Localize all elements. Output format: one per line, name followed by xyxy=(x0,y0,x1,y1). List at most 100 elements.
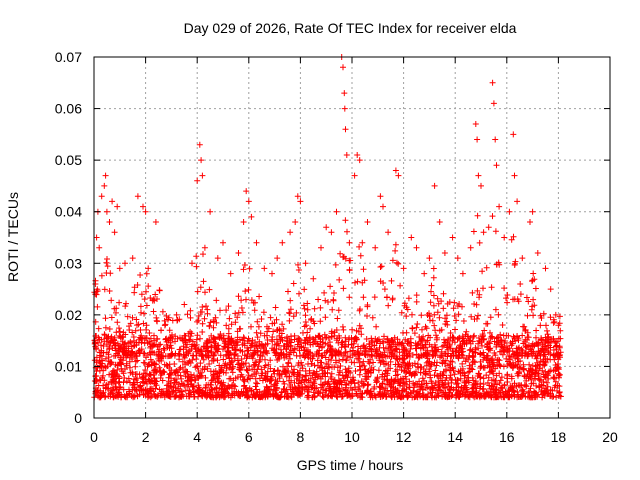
data-point xyxy=(438,352,445,359)
data-point xyxy=(488,377,495,384)
data-point xyxy=(534,352,541,359)
data-point xyxy=(419,336,425,343)
data-point xyxy=(424,312,431,318)
data-point xyxy=(472,349,479,356)
data-point xyxy=(226,364,233,371)
data-point xyxy=(333,337,340,344)
data-point xyxy=(410,387,417,394)
data-point xyxy=(457,392,464,398)
data-point xyxy=(339,356,346,363)
data-point xyxy=(399,383,406,390)
data-point xyxy=(252,383,259,390)
data-point xyxy=(212,379,219,386)
data-point xyxy=(408,342,415,349)
data-point xyxy=(98,272,105,279)
data-point xyxy=(395,260,402,267)
data-point xyxy=(123,378,130,385)
data-point xyxy=(508,375,515,382)
data-point xyxy=(450,335,457,341)
data-point xyxy=(335,377,342,384)
data-point xyxy=(294,390,301,397)
data-point xyxy=(275,394,281,401)
data-point xyxy=(203,303,209,310)
data-point xyxy=(423,362,430,369)
data-point xyxy=(154,343,161,350)
x-tick-label: 16 xyxy=(499,429,515,445)
y-tick-label: 0.06 xyxy=(55,101,82,117)
data-point xyxy=(182,368,189,375)
data-point xyxy=(550,374,557,381)
data-point xyxy=(294,369,301,376)
data-point xyxy=(328,328,335,335)
data-point xyxy=(304,306,311,313)
data-point xyxy=(382,367,389,374)
data-point xyxy=(523,350,530,357)
data-point xyxy=(445,350,452,357)
data-point xyxy=(257,330,264,337)
data-point xyxy=(409,352,416,358)
data-point xyxy=(480,381,487,388)
data-point xyxy=(442,315,449,322)
data-point xyxy=(421,377,427,384)
data-point xyxy=(519,392,526,399)
data-point xyxy=(350,377,357,384)
data-point xyxy=(151,332,157,339)
data-point xyxy=(116,299,123,306)
data-point xyxy=(395,361,402,368)
data-point xyxy=(261,265,268,272)
data-point xyxy=(102,324,109,331)
data-point xyxy=(244,376,251,383)
data-point xyxy=(554,361,561,367)
data-point xyxy=(319,335,326,342)
data-point xyxy=(361,277,368,284)
x-tick-label: 8 xyxy=(297,429,305,445)
data-point xyxy=(403,304,410,311)
data-point xyxy=(168,375,174,382)
data-point xyxy=(249,373,256,380)
data-point xyxy=(529,278,535,285)
data-point xyxy=(395,172,402,179)
data-point xyxy=(202,385,209,392)
data-point xyxy=(414,321,421,327)
data-point xyxy=(333,359,339,366)
data-point xyxy=(166,386,173,392)
data-point xyxy=(446,367,453,374)
data-point xyxy=(140,350,147,357)
data-point xyxy=(286,309,293,316)
data-point xyxy=(368,351,375,358)
data-point xyxy=(380,203,386,210)
data-point xyxy=(524,312,531,319)
data-point xyxy=(245,372,252,379)
data-point xyxy=(283,335,290,342)
data-point xyxy=(393,353,400,360)
data-point xyxy=(109,337,116,344)
data-point xyxy=(93,354,100,361)
data-point xyxy=(116,325,122,332)
data-point xyxy=(97,352,104,359)
data-point xyxy=(528,306,535,313)
data-point xyxy=(438,298,445,305)
data-point xyxy=(129,255,136,262)
data-point xyxy=(544,383,551,390)
data-point xyxy=(513,352,520,359)
data-point xyxy=(480,375,487,382)
data-point xyxy=(255,363,262,369)
data-point xyxy=(252,393,259,400)
data-point xyxy=(306,335,313,342)
data-point xyxy=(477,380,484,387)
data-point xyxy=(477,365,484,371)
data-point xyxy=(216,385,223,392)
data-point xyxy=(324,369,331,376)
data-point xyxy=(441,339,448,346)
data-point xyxy=(422,323,429,330)
data-point xyxy=(418,353,425,360)
data-point xyxy=(549,393,556,400)
data-point xyxy=(353,390,360,397)
data-point xyxy=(118,356,125,363)
data-point xyxy=(231,388,238,395)
data-point xyxy=(484,362,491,369)
data-point xyxy=(136,384,142,391)
data-point xyxy=(377,278,384,285)
data-point xyxy=(133,377,139,383)
data-point xyxy=(371,342,378,349)
